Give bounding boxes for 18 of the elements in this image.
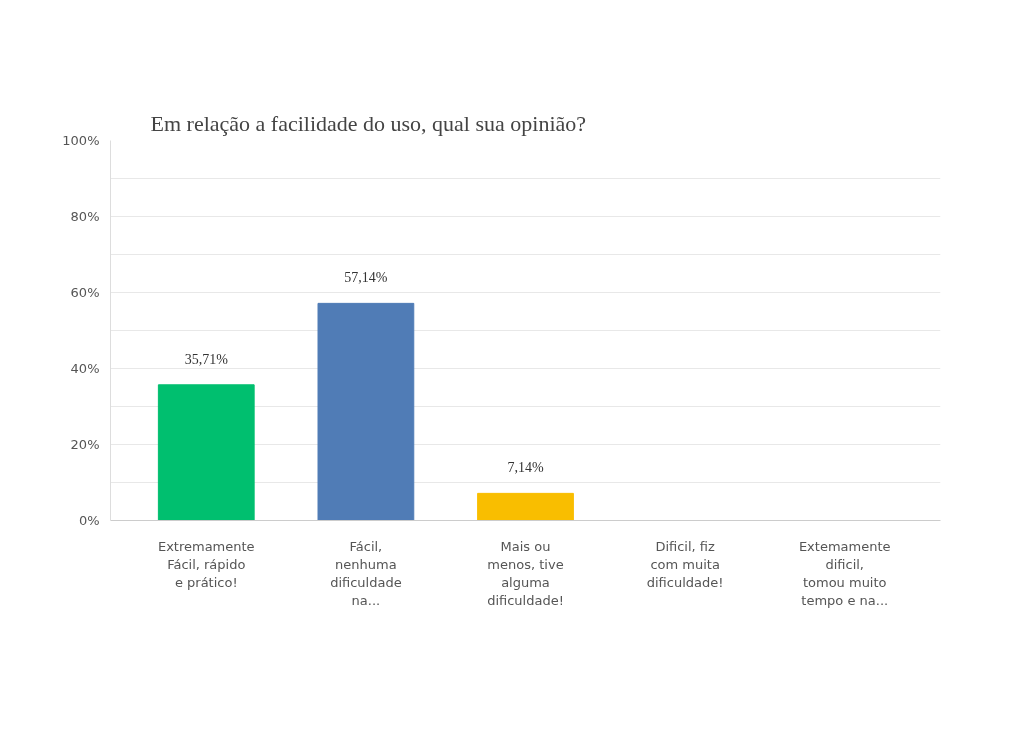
x-tick-label: Extremamente Fácil, rápido e prático! — [157, 538, 255, 590]
y-tick-label: 60% — [70, 285, 100, 300]
data-label: 7,14% — [507, 460, 544, 476]
x-tick-label: Extemamente dificil, tomou muito tempo e na... — [798, 538, 891, 608]
chart-title: Em relação a facilidade do uso, qual sua opinião? — [150, 110, 587, 136]
y-tick-label: 0% — [78, 513, 100, 528]
x-tick-label: Dificil, fiz com muita dificuldade! — [646, 538, 724, 590]
data-label: 35,71% — [184, 351, 229, 367]
x-tick-label: Fácil, nenhuma dificuldade na... — [330, 538, 402, 608]
bar — [477, 492, 574, 521]
y-tick-label: 100% — [62, 133, 100, 148]
y-tick-label: 80% — [70, 209, 100, 224]
bar — [157, 384, 255, 521]
data-label: 57,14% — [344, 270, 388, 286]
y-tick-label: 20% — [70, 437, 100, 452]
x-tick-label: Mais ou menos, tive alguma dificuldade! — [487, 538, 564, 608]
y-tick-label: 40% — [70, 361, 100, 376]
bar — [317, 302, 415, 521]
